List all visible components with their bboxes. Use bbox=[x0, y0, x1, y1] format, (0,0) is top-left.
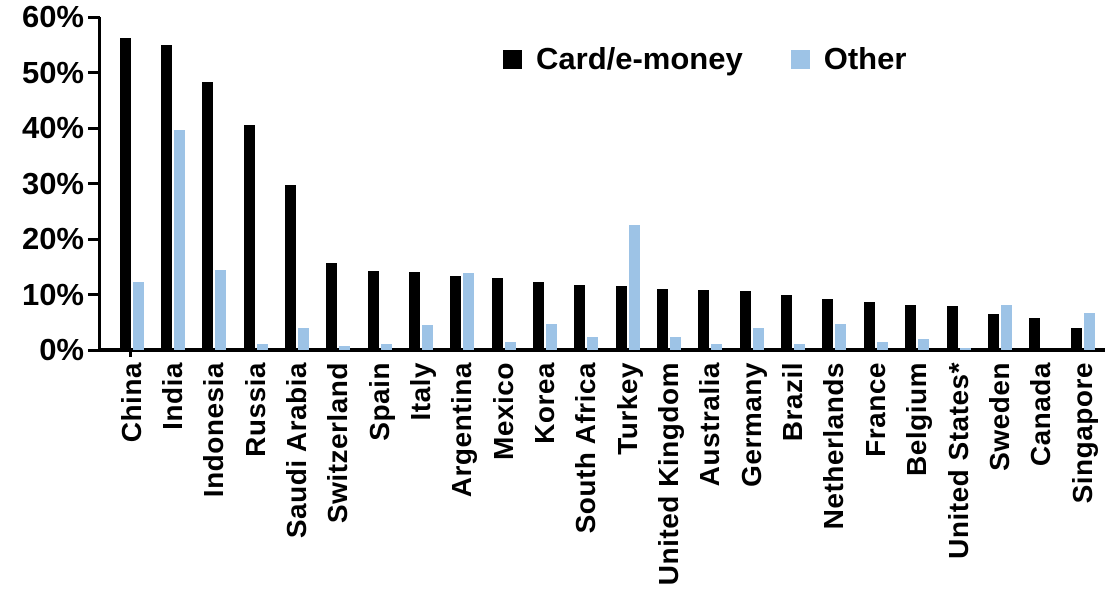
x-axis-tick bbox=[129, 350, 132, 357]
other-bar-turkey bbox=[628, 225, 640, 350]
card-e-money-bar-china bbox=[119, 38, 131, 350]
other-bar-south-africa bbox=[587, 337, 599, 350]
other-bar-switzerland bbox=[339, 345, 351, 350]
x-axis-line bbox=[98, 348, 1105, 352]
y-label-30: 30% bbox=[21, 165, 84, 201]
y-tick-20 bbox=[88, 237, 100, 241]
y-label-10: 10% bbox=[21, 276, 84, 312]
card-e-money-bar-brazil bbox=[781, 295, 793, 350]
x-label-singapore: Singapore bbox=[1066, 362, 1098, 504]
card-e-money-bar-india bbox=[160, 44, 172, 350]
x-label-italy: Italy bbox=[404, 362, 436, 421]
x-label-sweden: Sweden bbox=[983, 362, 1015, 471]
card-e-money-bar-spain bbox=[367, 271, 379, 350]
other-bar-indonesia bbox=[215, 269, 227, 350]
card-e-money-bar-saudi-arabia bbox=[284, 184, 296, 350]
other-bar-saudi-arabia bbox=[297, 328, 309, 350]
x-label-spain: Spain bbox=[363, 362, 395, 441]
other-bar-russia bbox=[256, 343, 268, 350]
other-bar-india bbox=[173, 129, 185, 350]
other-bar-brazil bbox=[794, 343, 806, 350]
y-tick-0 bbox=[88, 348, 100, 352]
other-bar-belgium bbox=[918, 338, 930, 350]
other-bar-spain bbox=[380, 344, 392, 350]
other-bar-sweden bbox=[1000, 305, 1012, 350]
card-e-money-bar-united-kingdom bbox=[657, 288, 669, 350]
legend-item-other: Other bbox=[790, 41, 907, 77]
card-e-money-swatch-icon bbox=[503, 49, 522, 69]
card-e-money-bar-germany bbox=[739, 291, 751, 350]
x-label-mexico: Mexico bbox=[487, 362, 519, 460]
card-e-money-bar-turkey bbox=[615, 285, 627, 350]
card-e-money-bar-switzerland bbox=[326, 263, 338, 350]
y-tick-60 bbox=[88, 15, 100, 19]
legend: Card/e-money Other bbox=[503, 41, 907, 77]
card-e-money-bar-italy bbox=[408, 271, 420, 350]
other-bar-italy bbox=[421, 325, 433, 350]
other-bar-netherlands bbox=[835, 323, 847, 350]
other-bar-mexico bbox=[504, 341, 516, 350]
card-e-money-bar-belgium bbox=[905, 305, 917, 350]
card-e-money-bar-argentina bbox=[450, 275, 462, 350]
card-e-money-bar-south-africa bbox=[574, 284, 586, 350]
other-bar-france bbox=[876, 341, 888, 350]
x-label-argentina: Argentina bbox=[446, 362, 478, 498]
x-label-germany: Germany bbox=[735, 362, 767, 487]
x-label-south-africa: South Africa bbox=[570, 362, 602, 534]
card-e-money-bar-australia bbox=[698, 290, 710, 350]
other-bar-germany bbox=[752, 328, 764, 350]
x-label-indonesia: Indonesia bbox=[198, 362, 230, 498]
y-tick-30 bbox=[88, 182, 100, 185]
card-e-money-bar-canada bbox=[1029, 317, 1041, 350]
x-label-australia: Australia bbox=[694, 362, 726, 487]
card-e-money-bar-netherlands bbox=[822, 298, 834, 350]
card-e-money-bar-mexico bbox=[491, 278, 503, 350]
other-bar-korea bbox=[546, 323, 557, 350]
x-label-canada: Canada bbox=[1025, 362, 1057, 467]
x-label-saudi-arabia: Saudi Arabia bbox=[280, 362, 312, 539]
x-label-china: China bbox=[115, 362, 147, 443]
legend-item-card-e-money: Card/e-money bbox=[503, 41, 743, 77]
card-e-money-bar-united-states bbox=[946, 306, 958, 350]
x-label-brazil: Brazil bbox=[777, 362, 809, 442]
legend-label-card-e-money: Card/e-money bbox=[536, 41, 743, 76]
y-label-0: 0% bbox=[39, 332, 84, 367]
card-e-money-bar-russia bbox=[243, 125, 255, 350]
card-e-money-bar-sweden bbox=[987, 314, 999, 350]
x-label-india: India bbox=[156, 362, 188, 430]
other-bar-united-states bbox=[959, 348, 971, 350]
legend-label-other: Other bbox=[823, 41, 907, 76]
y-label-50: 50% bbox=[21, 54, 84, 90]
other-bar-singapore bbox=[1083, 312, 1095, 350]
x-label-united-states: United States* bbox=[942, 362, 974, 559]
x-label-russia: Russia bbox=[239, 362, 271, 457]
other-swatch-icon bbox=[790, 49, 810, 69]
other-bar-china bbox=[132, 281, 144, 350]
y-label-40: 40% bbox=[21, 110, 84, 145]
card-e-money-bar-korea bbox=[533, 282, 544, 350]
y-tick-50 bbox=[88, 71, 100, 74]
other-bar-australia bbox=[711, 344, 723, 350]
x-label-korea: Korea bbox=[529, 362, 560, 444]
x-label-netherlands: Netherlands bbox=[818, 362, 850, 530]
y-tick-40 bbox=[88, 126, 100, 130]
other-bar-argentina bbox=[463, 272, 475, 350]
card-e-money-bar-france bbox=[863, 302, 875, 350]
x-label-united-kingdom: United Kingdom bbox=[653, 362, 685, 586]
x-label-switzerland: Switzerland bbox=[322, 362, 354, 524]
other-bar-united-kingdom bbox=[670, 337, 682, 350]
x-label-france: France bbox=[859, 362, 891, 457]
y-label-20: 20% bbox=[21, 221, 84, 256]
x-label-turkey: Turkey bbox=[611, 362, 643, 455]
card-e-money-bar-singapore bbox=[1070, 328, 1082, 350]
card-e-money-bar-indonesia bbox=[202, 82, 214, 350]
y-tick-10 bbox=[88, 293, 100, 296]
x-label-belgium: Belgium bbox=[901, 362, 933, 476]
y-label-60: 60% bbox=[21, 0, 84, 34]
